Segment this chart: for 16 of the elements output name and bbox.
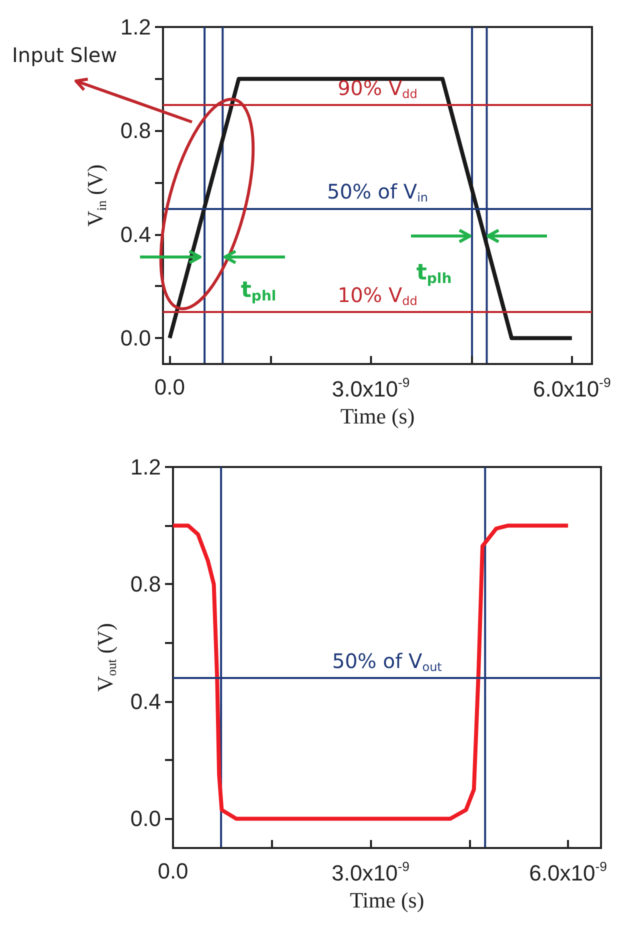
line-series [171,524,570,821]
y-tick-label: 0.0 [130,806,161,832]
y-tick-label: 0.4 [120,222,151,247]
x-tick-label: 0.0 [158,858,188,884]
y-tick-label: 0.0 [120,326,151,351]
y-tick-label: 0.8 [130,572,161,597]
text: Input Slew [12,43,118,67]
x-axis-title: Time (s) [340,404,415,429]
x-tick-label: 0.0 [154,374,185,400]
y-tick-label: 1.2 [130,454,161,480]
y-tick-label: 1.2 [120,14,151,40]
y-axis-title: Vin (V) [82,164,109,227]
y-tick-label: 0.8 [120,118,151,144]
x-axis-title: Time (s) [350,888,424,913]
y-axis-title: Vout (V) [92,623,119,692]
y-tick-label: 0.4 [130,688,161,714]
